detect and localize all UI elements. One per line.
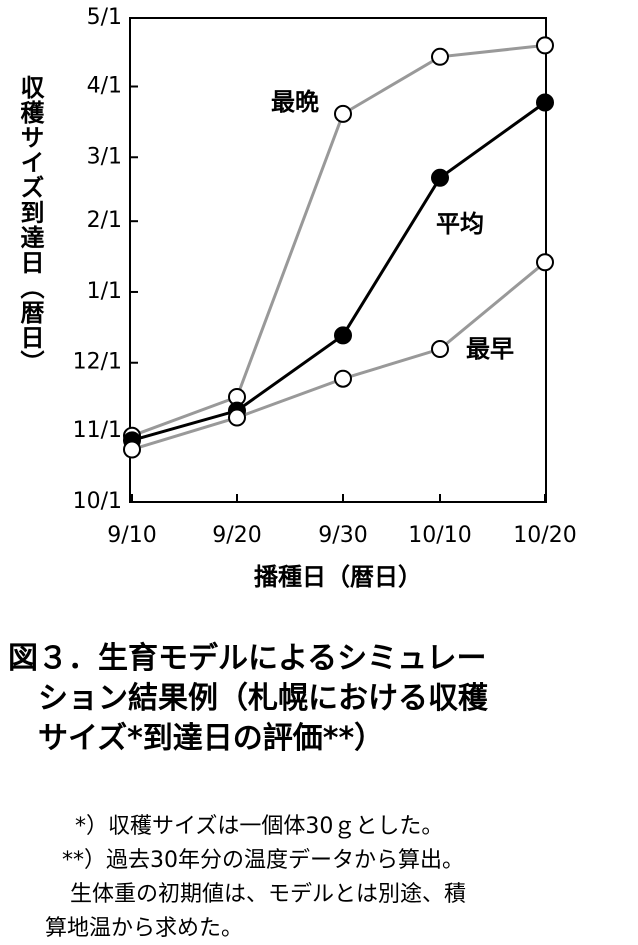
note-line: 算地温から求めた。 xyxy=(45,916,243,941)
note-line: 生体重の初期値は、モデルとは別途、積 xyxy=(70,882,466,907)
y-tick-label: 11/1 xyxy=(73,418,122,443)
series-label: 平均 xyxy=(436,210,484,238)
caption-line: 図３．生育モデルによるシミュレー xyxy=(8,641,487,676)
data-point xyxy=(536,253,554,272)
data-point xyxy=(228,408,246,427)
x-tick-label: 9/20 xyxy=(212,523,261,548)
x-tick-label: 10/20 xyxy=(513,523,576,548)
series-label: 最早 xyxy=(466,335,514,363)
series-line xyxy=(131,101,546,442)
data-point xyxy=(334,326,352,345)
data-point xyxy=(536,36,554,55)
x-tick-label: 9/10 xyxy=(107,523,156,548)
y-axis-label: 収穫サイズ到達日（暦日） xyxy=(16,75,44,375)
note-line: *）収穫サイズは一個体30ｇとした。 xyxy=(75,814,443,839)
caption-line: ション結果例（札幌における収穫 xyxy=(38,681,488,716)
data-point xyxy=(334,369,352,388)
y-tick-label: 5/1 xyxy=(87,5,122,30)
data-point xyxy=(431,47,449,66)
caption-line: サイズ*到達日の評価**） xyxy=(38,721,384,756)
y-tick-label: 4/1 xyxy=(87,73,122,98)
y-tick-label: 10/1 xyxy=(73,489,122,514)
y-tick-label: 1/1 xyxy=(87,279,122,304)
y-tick-label: 12/1 xyxy=(73,350,122,375)
data-point xyxy=(123,440,141,459)
note-line: **）過去30年分の温度データから算出。 xyxy=(62,848,464,873)
data-point xyxy=(536,93,554,112)
series-label: 最晩 xyxy=(271,88,319,116)
data-point xyxy=(334,104,352,123)
x-tick-label: 9/30 xyxy=(318,523,367,548)
plot-frame xyxy=(129,17,547,503)
x-tick-label: 10/10 xyxy=(408,523,471,548)
data-point xyxy=(431,168,449,187)
y-tick-label: 2/1 xyxy=(87,208,122,233)
x-axis-label: 播種日（暦日） xyxy=(254,563,422,591)
data-point xyxy=(431,340,449,359)
y-tick-label: 3/1 xyxy=(87,144,122,169)
